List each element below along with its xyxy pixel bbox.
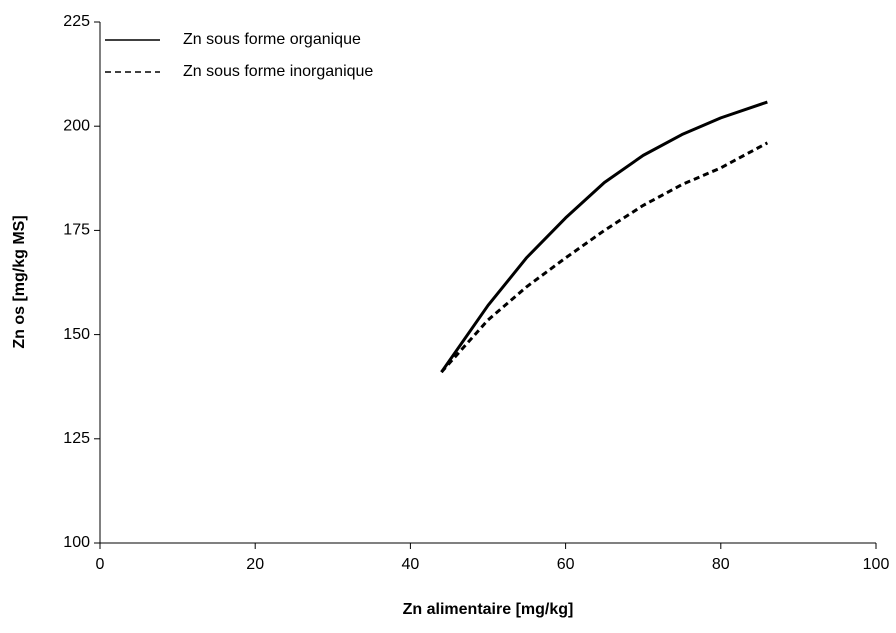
line-series bbox=[440, 100, 768, 373]
legend-label: Zn sous forme organique bbox=[183, 31, 361, 48]
x-tick-label: 60 bbox=[557, 556, 575, 573]
y-tick-label: 175 bbox=[63, 222, 90, 239]
x-tick-label: 0 bbox=[96, 556, 105, 573]
y-tick-label: 125 bbox=[63, 430, 90, 447]
y-tick-label: 200 bbox=[63, 117, 90, 134]
y-tick-label: 225 bbox=[63, 13, 90, 30]
x-tick-label: 100 bbox=[863, 556, 890, 573]
x-tick-label: 40 bbox=[402, 556, 420, 573]
legend-label: Zn sous forme inorganique bbox=[183, 63, 373, 80]
x-tick-label: 20 bbox=[246, 556, 264, 573]
y-tick-label: 150 bbox=[63, 326, 90, 343]
line-series bbox=[440, 141, 769, 374]
y-tick-label: 100 bbox=[63, 534, 90, 551]
y-axis-label: Zn os [mg/kg MS] bbox=[11, 215, 28, 348]
x-axis-label: Zn alimentaire [mg/kg] bbox=[403, 601, 574, 618]
x-tick-label: 80 bbox=[712, 556, 730, 573]
